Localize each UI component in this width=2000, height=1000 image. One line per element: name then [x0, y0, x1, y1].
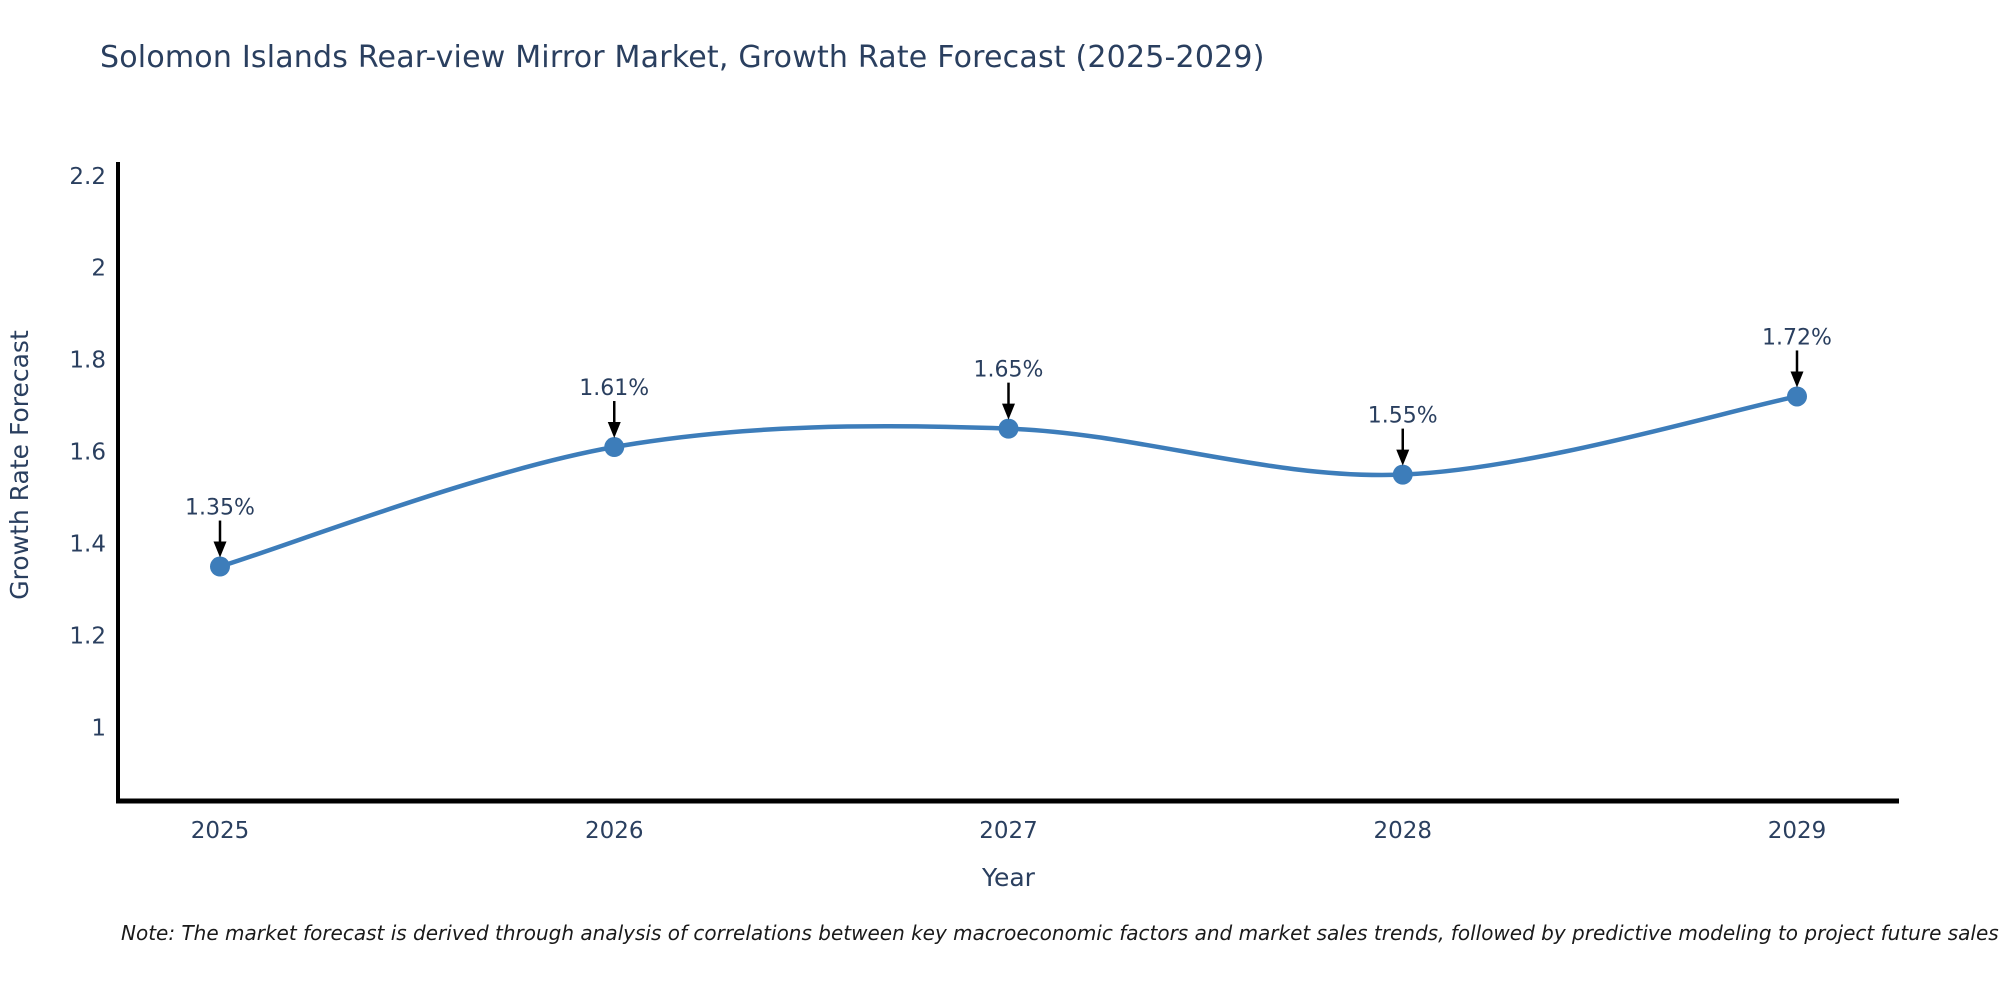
x-tick-label: 2029: [1768, 818, 1827, 844]
data-point-marker: [1392, 464, 1413, 485]
chart-footnote: Note: The market forecast is derived thr…: [121, 921, 1999, 945]
data-point-marker: [210, 556, 230, 577]
x-tick-label: 2028: [1373, 818, 1432, 844]
x-axis-title: Year: [981, 863, 1036, 892]
y-tick-label: 1: [91, 715, 106, 741]
y-tick-label: 1.4: [69, 532, 106, 558]
annotation-arrowhead-icon: [1002, 403, 1015, 420]
y-tick-label: 1.2: [69, 624, 106, 650]
annotation-arrowhead-icon: [1790, 371, 1804, 388]
data-point-label: 1.35%: [185, 496, 255, 521]
data-point-marker: [604, 437, 625, 458]
x-tick-label: 2025: [191, 818, 250, 844]
y-tick-label: 1.6: [69, 440, 106, 466]
data-point-label: 1.61%: [579, 376, 649, 401]
x-tick-label: 2026: [585, 818, 644, 844]
data-point-label: 1.72%: [1762, 325, 1832, 350]
y-tick-label: 2.2: [69, 164, 106, 190]
data-point-label: 1.55%: [1368, 404, 1438, 429]
y-axis-title: Growth Rate Forecast: [5, 330, 34, 600]
data-point-label: 1.65%: [974, 358, 1044, 383]
y-tick-label: 1.8: [69, 348, 106, 374]
chart-title: Solomon Islands Rear-view Mirror Market,…: [100, 40, 1265, 75]
data-point-marker: [1787, 386, 1807, 407]
y-tick-label: 2: [91, 256, 106, 282]
x-tick-label: 2027: [979, 818, 1038, 844]
annotation-arrowhead-icon: [213, 541, 227, 558]
annotation-arrowhead-icon: [1396, 449, 1410, 466]
annotation-arrowhead-icon: [607, 422, 621, 439]
data-point-marker: [998, 418, 1019, 439]
